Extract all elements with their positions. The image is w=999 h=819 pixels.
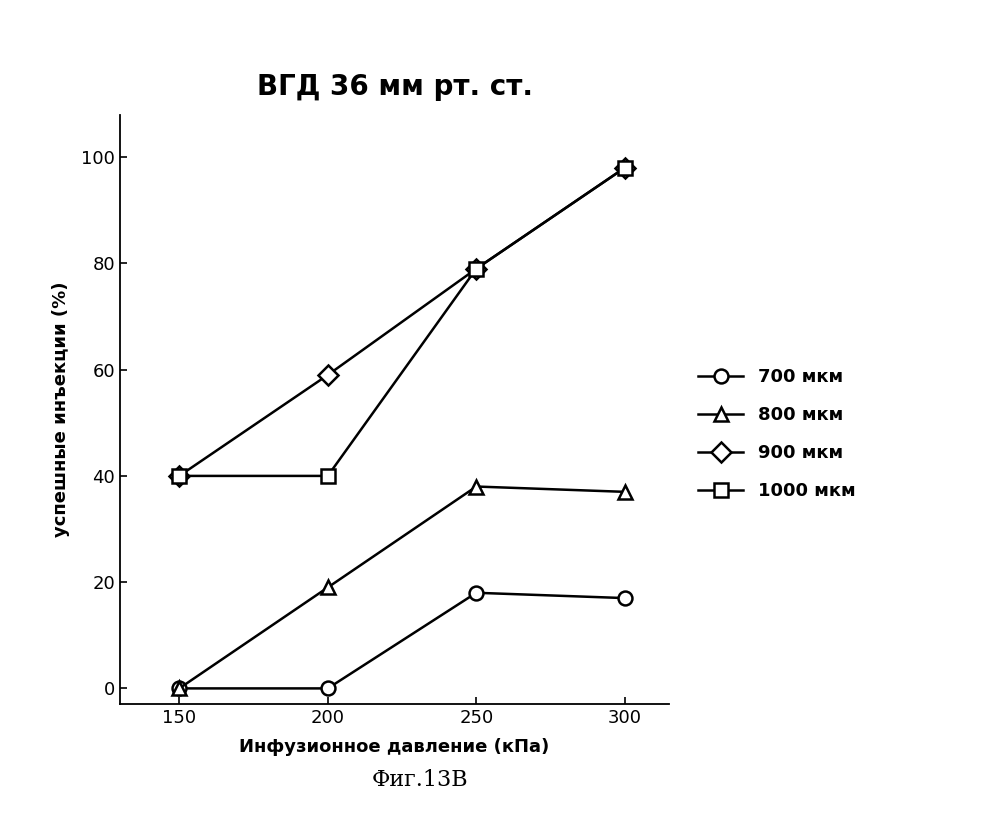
800 мкм (322, 582, 334, 592)
Text: Фиг.13В: Фиг.13В (372, 769, 468, 791)
800 мкм (471, 482, 483, 491)
900 мкм (173, 471, 185, 481)
Line: 900 мкм: 900 мкм (173, 161, 631, 483)
900 мкм (471, 264, 483, 274)
900 мкм (618, 163, 630, 173)
Title: ВГД 36 мм рт. ст.: ВГД 36 мм рт. ст. (257, 73, 532, 102)
Legend: 700 мкм, 800 мкм, 900 мкм, 1000 мкм: 700 мкм, 800 мкм, 900 мкм, 1000 мкм (698, 369, 855, 500)
Line: 1000 мкм: 1000 мкм (173, 161, 631, 483)
Y-axis label: успешные инъекции (%): успешные инъекции (%) (52, 282, 70, 537)
1000 мкм (322, 471, 334, 481)
700 мкм (322, 684, 334, 694)
700 мкм (471, 588, 483, 598)
1000 мкм (471, 264, 483, 274)
Line: 700 мкм: 700 мкм (173, 586, 631, 695)
900 мкм (322, 370, 334, 380)
Line: 800 мкм: 800 мкм (173, 480, 631, 695)
1000 мкм (173, 471, 185, 481)
800 мкм (173, 684, 185, 694)
700 мкм (173, 684, 185, 694)
700 мкм (618, 593, 630, 603)
X-axis label: Инфузионное давление (кПа): Инфузионное давление (кПа) (240, 738, 549, 756)
800 мкм (618, 487, 630, 497)
1000 мкм (618, 163, 630, 173)
